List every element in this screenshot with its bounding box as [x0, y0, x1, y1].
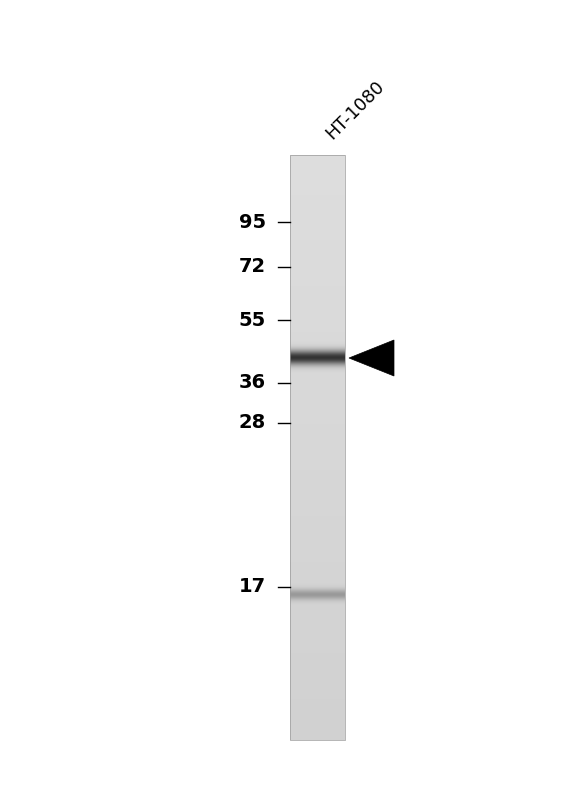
Text: HT-1080: HT-1080: [322, 78, 388, 143]
Text: 17: 17: [239, 578, 266, 597]
Bar: [290, 155, 345, 740]
Text: 36: 36: [239, 374, 266, 393]
Text: 95: 95: [239, 213, 266, 231]
Polygon shape: [349, 340, 394, 376]
Text: 72: 72: [239, 258, 266, 277]
Text: 28: 28: [239, 414, 266, 433]
Text: 55: 55: [239, 310, 266, 330]
